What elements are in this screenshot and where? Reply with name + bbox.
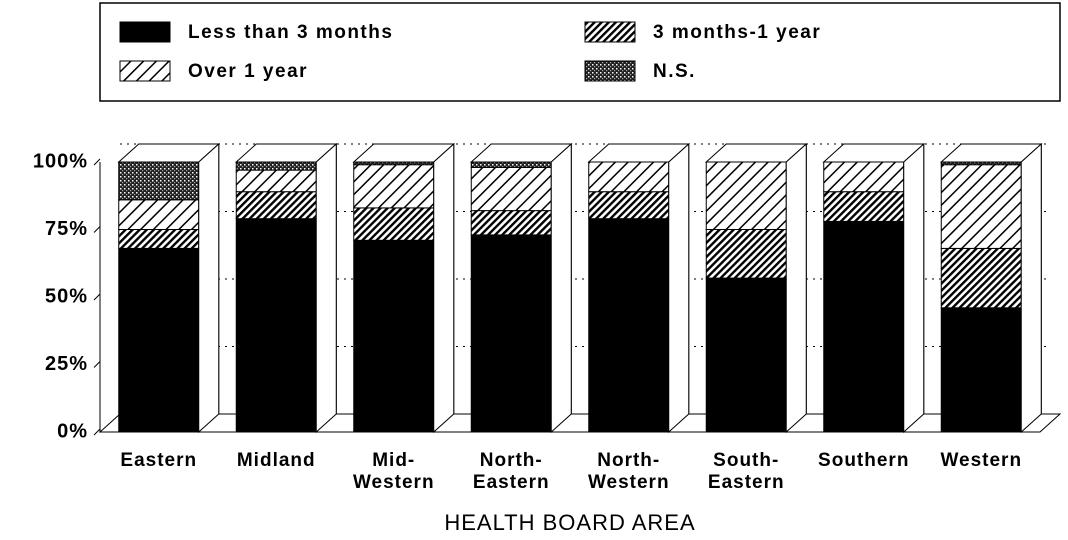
bar-segment <box>588 161 670 193</box>
legend-label: 3 months-1 year <box>653 22 821 43</box>
bar-segment <box>470 161 552 168</box>
bar-segment <box>705 229 787 279</box>
bar-segment <box>823 161 905 193</box>
bar-segment <box>118 229 200 249</box>
legend-swatch <box>119 21 171 43</box>
bar-segment <box>470 210 552 236</box>
bar-segment <box>705 277 787 433</box>
legend-swatch <box>584 21 636 43</box>
legend-label: Less than 3 months <box>188 22 393 43</box>
bar-segment <box>705 161 787 230</box>
bar-segment <box>470 234 552 433</box>
bar-segment <box>118 247 200 433</box>
y-tick-label: 25% <box>45 353 88 375</box>
tick-mark <box>93 361 101 368</box>
bar-side <box>903 142 925 434</box>
legend-swatch <box>584 60 636 82</box>
bar-segment <box>118 161 200 201</box>
y-tick-label: 100% <box>33 150 88 172</box>
x-tick-label: Mid- Western <box>352 450 435 493</box>
tick-mark <box>93 293 101 301</box>
bar-segment <box>823 191 905 222</box>
y-tick-label: 0% <box>57 420 88 442</box>
y-tick-label: 75% <box>45 218 88 240</box>
bar-segment <box>588 218 670 433</box>
x-tick-label: Eastern <box>120 450 198 471</box>
bar-segment <box>235 169 317 193</box>
x-tick-label: North- Eastern <box>472 450 550 493</box>
bar-segment <box>353 239 435 433</box>
x-tick-label: South- Eastern <box>707 450 785 493</box>
tick-mark <box>93 428 101 436</box>
bar-segment <box>353 207 435 241</box>
y-tick-label: 50% <box>45 285 88 307</box>
bar-segment <box>940 247 1022 309</box>
bar-side <box>198 142 220 434</box>
bar-segment <box>353 164 435 209</box>
bar-segment <box>235 191 317 220</box>
bar-side <box>433 142 455 434</box>
bar-segment <box>235 218 317 433</box>
x-tick-label: Midland <box>236 450 316 471</box>
legend-swatch <box>119 60 171 82</box>
bar-segment <box>235 161 317 171</box>
tick-mark <box>93 226 101 233</box>
bar-side <box>785 142 807 434</box>
bar-segment <box>588 191 670 220</box>
legend-label: Over 1 year <box>188 61 308 82</box>
bar-segment <box>118 199 200 231</box>
tick-mark <box>93 158 101 166</box>
bar-segment <box>940 307 1022 433</box>
bar-side <box>668 142 690 434</box>
bar-segment <box>823 220 905 433</box>
bar-side <box>550 142 572 434</box>
x-tick-label: Southern <box>818 450 910 471</box>
legend-box <box>99 2 1061 102</box>
x-axis-title: HEALTH BOARD AREA <box>444 510 696 535</box>
bar-segment <box>940 164 1022 249</box>
x-tick-label: North- Western <box>587 450 670 493</box>
x-tick-label: Western <box>940 450 1023 471</box>
bar-side <box>315 142 337 434</box>
bar-segment <box>470 166 552 212</box>
legend-label: N.S. <box>653 61 696 82</box>
bar-side <box>1020 142 1042 434</box>
